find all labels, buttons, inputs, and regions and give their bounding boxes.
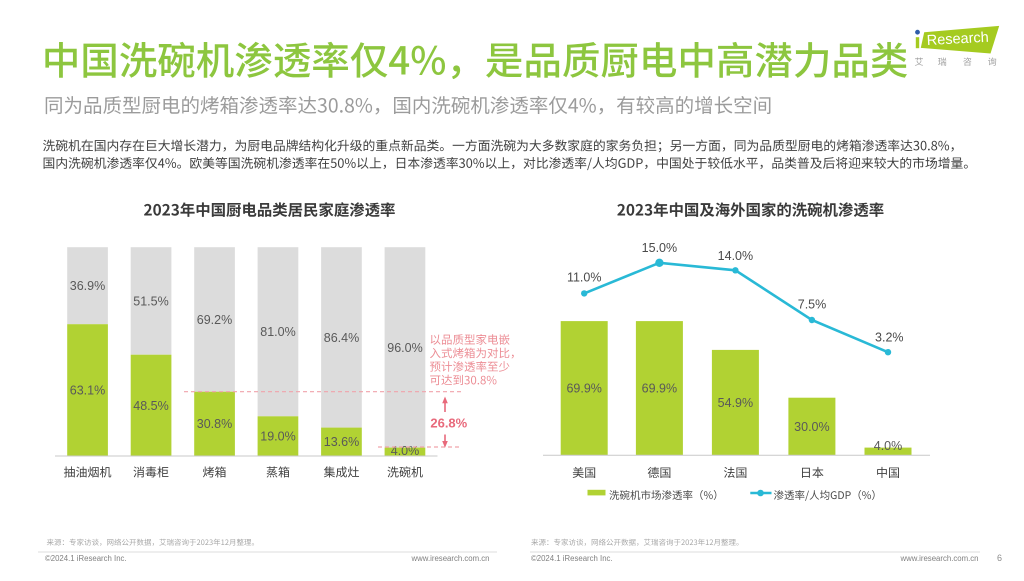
svg-text:3.2%: 3.2% (875, 331, 904, 345)
svg-text:19.0%: 19.0% (260, 430, 295, 444)
svg-text:69.9%: 69.9% (566, 382, 601, 396)
svg-text:86.4%: 86.4% (324, 331, 359, 345)
svg-text:69.9%: 69.9% (642, 382, 677, 396)
svg-text:www.iresearch.com.cn: www.iresearch.com.cn (411, 554, 490, 563)
svg-text:69.2%: 69.2% (197, 313, 232, 327)
svg-text:6: 6 (997, 553, 1002, 563)
svg-text:30.0%: 30.0% (794, 420, 829, 434)
svg-text:©2024.1 iResearch Inc.: ©2024.1 iResearch Inc. (45, 554, 127, 563)
svg-text:30.8%: 30.8% (197, 417, 232, 431)
svg-text:48.5%: 48.5% (133, 399, 168, 413)
svg-text:14.0%: 14.0% (718, 249, 753, 263)
svg-text:51.5%: 51.5% (133, 294, 168, 308)
svg-text:81.0%: 81.0% (260, 325, 295, 339)
svg-text:4.0%: 4.0% (874, 439, 903, 453)
svg-text:15.0%: 15.0% (642, 241, 677, 255)
svg-text:36.9%: 36.9% (70, 279, 105, 293)
svg-text:26.8%: 26.8% (430, 416, 467, 431)
svg-text:7.5%: 7.5% (798, 298, 827, 312)
svg-text:54.9%: 54.9% (718, 396, 753, 410)
svg-text:11.0%: 11.0% (567, 271, 602, 285)
svg-text:Research: Research (926, 30, 989, 49)
svg-text:96.0%: 96.0% (387, 341, 422, 355)
svg-text:4.0%: 4.0% (391, 444, 420, 458)
svg-text:www.iresearch.com.cn: www.iresearch.com.cn (900, 554, 979, 563)
svg-text:©2024.1 iResearch Inc.: ©2024.1 iResearch Inc. (531, 554, 613, 563)
svg-text:63.1%: 63.1% (70, 384, 105, 398)
svg-text:13.6%: 13.6% (324, 435, 359, 449)
